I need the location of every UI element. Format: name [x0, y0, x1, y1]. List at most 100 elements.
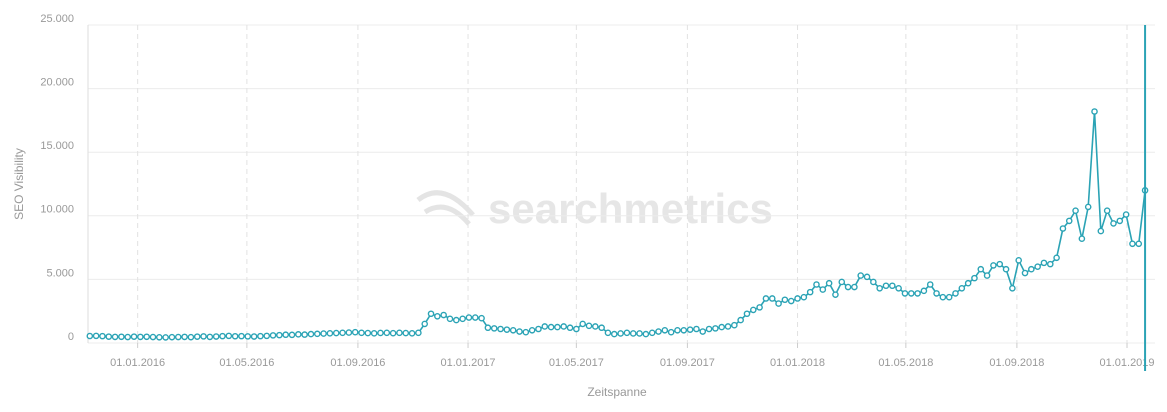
data-point: [301, 331, 308, 338]
data-point: [383, 329, 391, 337]
data-point: [307, 330, 315, 338]
data-point: [459, 315, 466, 323]
data-point: [1034, 263, 1041, 270]
data-point: [617, 330, 624, 337]
data-point: [1078, 235, 1086, 242]
data-point: [806, 288, 814, 296]
data-point: [1009, 285, 1016, 292]
data-point: [964, 279, 972, 287]
y-tick-label: 25.000: [40, 13, 74, 25]
data-point: [339, 329, 346, 337]
x-tick-label: 01.05.2016: [219, 357, 274, 369]
data-point: [332, 329, 340, 337]
data-point: [206, 333, 214, 341]
data-point: [490, 325, 498, 332]
data-point: [857, 272, 865, 279]
data-point: [889, 282, 896, 290]
data-point: [895, 285, 902, 292]
data-point: [680, 326, 688, 334]
data-point: [320, 330, 327, 337]
data-point: [813, 281, 820, 288]
data-point: [648, 329, 656, 337]
data-point: [598, 324, 605, 332]
data-point: [162, 334, 169, 341]
data-point: [636, 330, 643, 337]
data-point: [838, 278, 846, 286]
data-point: [535, 325, 542, 333]
data-point: [509, 326, 517, 334]
data-point: [547, 323, 555, 331]
data-point: [990, 262, 997, 269]
watermark: searchmetrics: [488, 185, 773, 232]
x-axis-title: Zeitspanne: [587, 385, 647, 399]
data-point: [276, 331, 283, 339]
data-point: [295, 331, 302, 338]
data-point: [939, 293, 947, 301]
x-tick-label: 01.01.2019: [1099, 357, 1154, 369]
x-tick-label: 01.05.2018: [878, 357, 933, 369]
data-point: [421, 320, 429, 328]
data-point: [168, 333, 176, 341]
data-point: [1021, 269, 1029, 277]
data-point: [345, 329, 353, 336]
data-point: [674, 326, 681, 334]
data-point: [402, 329, 410, 337]
data-point: [832, 291, 839, 298]
data-point: [1002, 265, 1010, 273]
data-point: [1116, 217, 1124, 225]
y-tick-label: 10.000: [40, 204, 74, 216]
data-point: [541, 323, 549, 330]
y-tick-label: 5.000: [46, 267, 74, 279]
data-point: [787, 297, 795, 305]
data-point: [364, 329, 372, 337]
data-point: [1072, 207, 1079, 215]
data-point: [389, 329, 397, 337]
data-point: [415, 329, 422, 337]
data-point: [655, 328, 662, 335]
data-point: [156, 333, 163, 341]
data-point: [712, 325, 719, 332]
data-point: [686, 326, 694, 333]
data-point: [560, 323, 568, 330]
data-point: [193, 333, 201, 340]
y-tick-label: 0: [68, 331, 74, 343]
data-point: [212, 333, 220, 340]
data-point: [945, 293, 953, 301]
data-point: [288, 331, 296, 339]
data-point: [762, 295, 770, 302]
data-point: [705, 325, 713, 333]
data-point: [370, 330, 378, 337]
data-point: [724, 323, 732, 330]
data-point: [181, 333, 188, 341]
data-point: [610, 330, 618, 338]
data-point: [1053, 254, 1060, 262]
data-point: [800, 293, 808, 301]
data-point: [446, 315, 454, 323]
data-point: [1059, 225, 1067, 232]
data-point: [86, 332, 94, 340]
data-point: [478, 314, 485, 322]
data-point: [573, 325, 580, 333]
data-point: [920, 287, 928, 295]
data-point: [377, 329, 384, 337]
x-tick-label: 01.09.2018: [989, 357, 1044, 369]
x-tick-label: 01.09.2017: [660, 357, 715, 369]
y-tick-label: 20.000: [40, 77, 74, 89]
data-point: [952, 290, 959, 297]
data-point: [642, 330, 650, 338]
data-point: [1135, 240, 1143, 248]
data-point: [1103, 207, 1111, 215]
data-point: [1015, 257, 1022, 264]
x-tick-label: 01.09.2016: [330, 357, 385, 369]
data-point: [1110, 220, 1117, 227]
data-point: [914, 290, 921, 297]
data-point: [851, 283, 858, 291]
data-point: [497, 325, 504, 333]
data-point: [604, 329, 612, 337]
data-point: [326, 330, 334, 337]
data-point: [882, 282, 890, 290]
data-point: [863, 273, 871, 281]
data-point: [219, 332, 226, 340]
data-point: [238, 332, 245, 340]
